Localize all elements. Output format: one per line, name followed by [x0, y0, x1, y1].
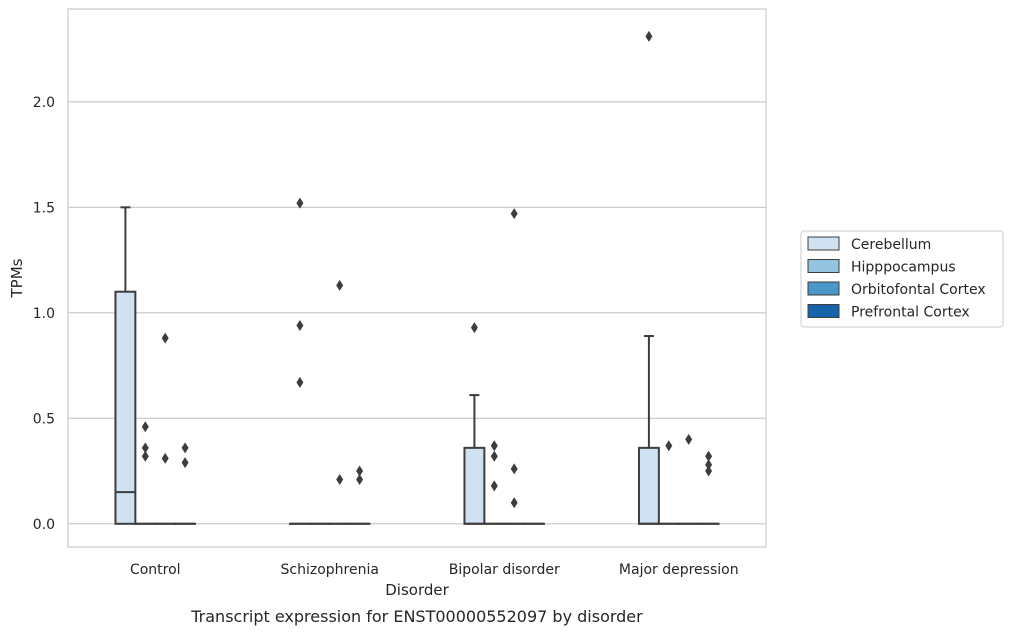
legend-label: Cerebellum [851, 237, 931, 253]
outlier-point [685, 433, 693, 445]
outlier-point [470, 322, 478, 334]
box-0-1 [134, 421, 157, 525]
outlier-point [336, 473, 344, 485]
outlier-point [490, 480, 498, 492]
outlier-point [296, 197, 304, 209]
box-body [463, 446, 486, 525]
legend-frame [800, 230, 1004, 328]
chart-caption: Transcript expression for ENST0000055209… [190, 607, 643, 626]
box-3-2 [677, 433, 700, 525]
x-axis-label: Disorder [385, 581, 449, 599]
x-tick-label: Schizophrenia [281, 562, 379, 578]
outlier-point [356, 465, 364, 477]
box-3-3 [697, 450, 720, 525]
legend-label: Orbitofontal Cortex [851, 282, 986, 298]
legend-label: Prefrontal Cortex [851, 305, 970, 321]
outlier-point [356, 473, 364, 485]
box-2-1 [483, 440, 506, 525]
outlier-point [296, 319, 304, 331]
outlier-point [490, 440, 498, 452]
box-3-0 [637, 30, 660, 525]
legend-swatch [807, 281, 840, 296]
box-series [114, 30, 720, 525]
outlier-point [645, 30, 653, 42]
outlier-point [161, 452, 169, 464]
outlier-point [296, 376, 304, 388]
outlier-point [490, 450, 498, 462]
outlier-point [141, 442, 149, 454]
y-axis-label: TPMs [8, 258, 26, 298]
box-2-2 [503, 208, 526, 525]
y-tick-label: 0.0 [33, 517, 55, 533]
box-body [114, 290, 137, 525]
outlier-point [510, 208, 518, 220]
legend: Cerebellum Hipppocampus Orbitofontal Corte… [800, 230, 1004, 328]
outlier-point [161, 332, 169, 344]
x-tick-labels: Control Schizophrenia Bipolar disorder Majo… [130, 562, 739, 578]
legend-swatch [807, 236, 840, 251]
box-2-0 [463, 322, 486, 525]
outlier-point [665, 440, 673, 452]
x-tick-label: Bipolar disorder [449, 562, 560, 578]
legend-swatch [807, 304, 840, 318]
plot-area [67, 8, 767, 548]
outlier-point [141, 421, 149, 433]
outlier-point [141, 450, 149, 462]
outlier-point [705, 459, 713, 471]
y-tick-label: 2.0 [33, 95, 55, 111]
y-tick-label: 1.0 [33, 306, 55, 322]
box-body [637, 446, 660, 525]
box-0-3 [174, 442, 197, 525]
box-1-2 [328, 279, 351, 525]
box-1-0 [288, 197, 311, 525]
x-tick-label: Control [130, 562, 181, 578]
y-tick-label: 1.5 [33, 200, 55, 216]
outlier-point [510, 463, 518, 475]
legend-swatch [807, 259, 840, 273]
legend-label: Hipppocampus [851, 260, 956, 276]
outlier-point [705, 465, 713, 477]
box-0-0 [114, 206, 137, 525]
outlier-point [510, 497, 518, 509]
outlier-point [705, 450, 713, 462]
y-tick-labels: 0.0 0.5 1.0 1.5 2.0 [33, 95, 55, 533]
outlier-point [336, 279, 344, 291]
outlier-point [181, 457, 189, 469]
x-tick-label: Major depression [619, 562, 739, 578]
y-tick-label: 0.5 [33, 411, 55, 427]
box-1-3 [348, 465, 371, 525]
box-0-2 [154, 332, 177, 525]
outlier-point [181, 442, 189, 454]
